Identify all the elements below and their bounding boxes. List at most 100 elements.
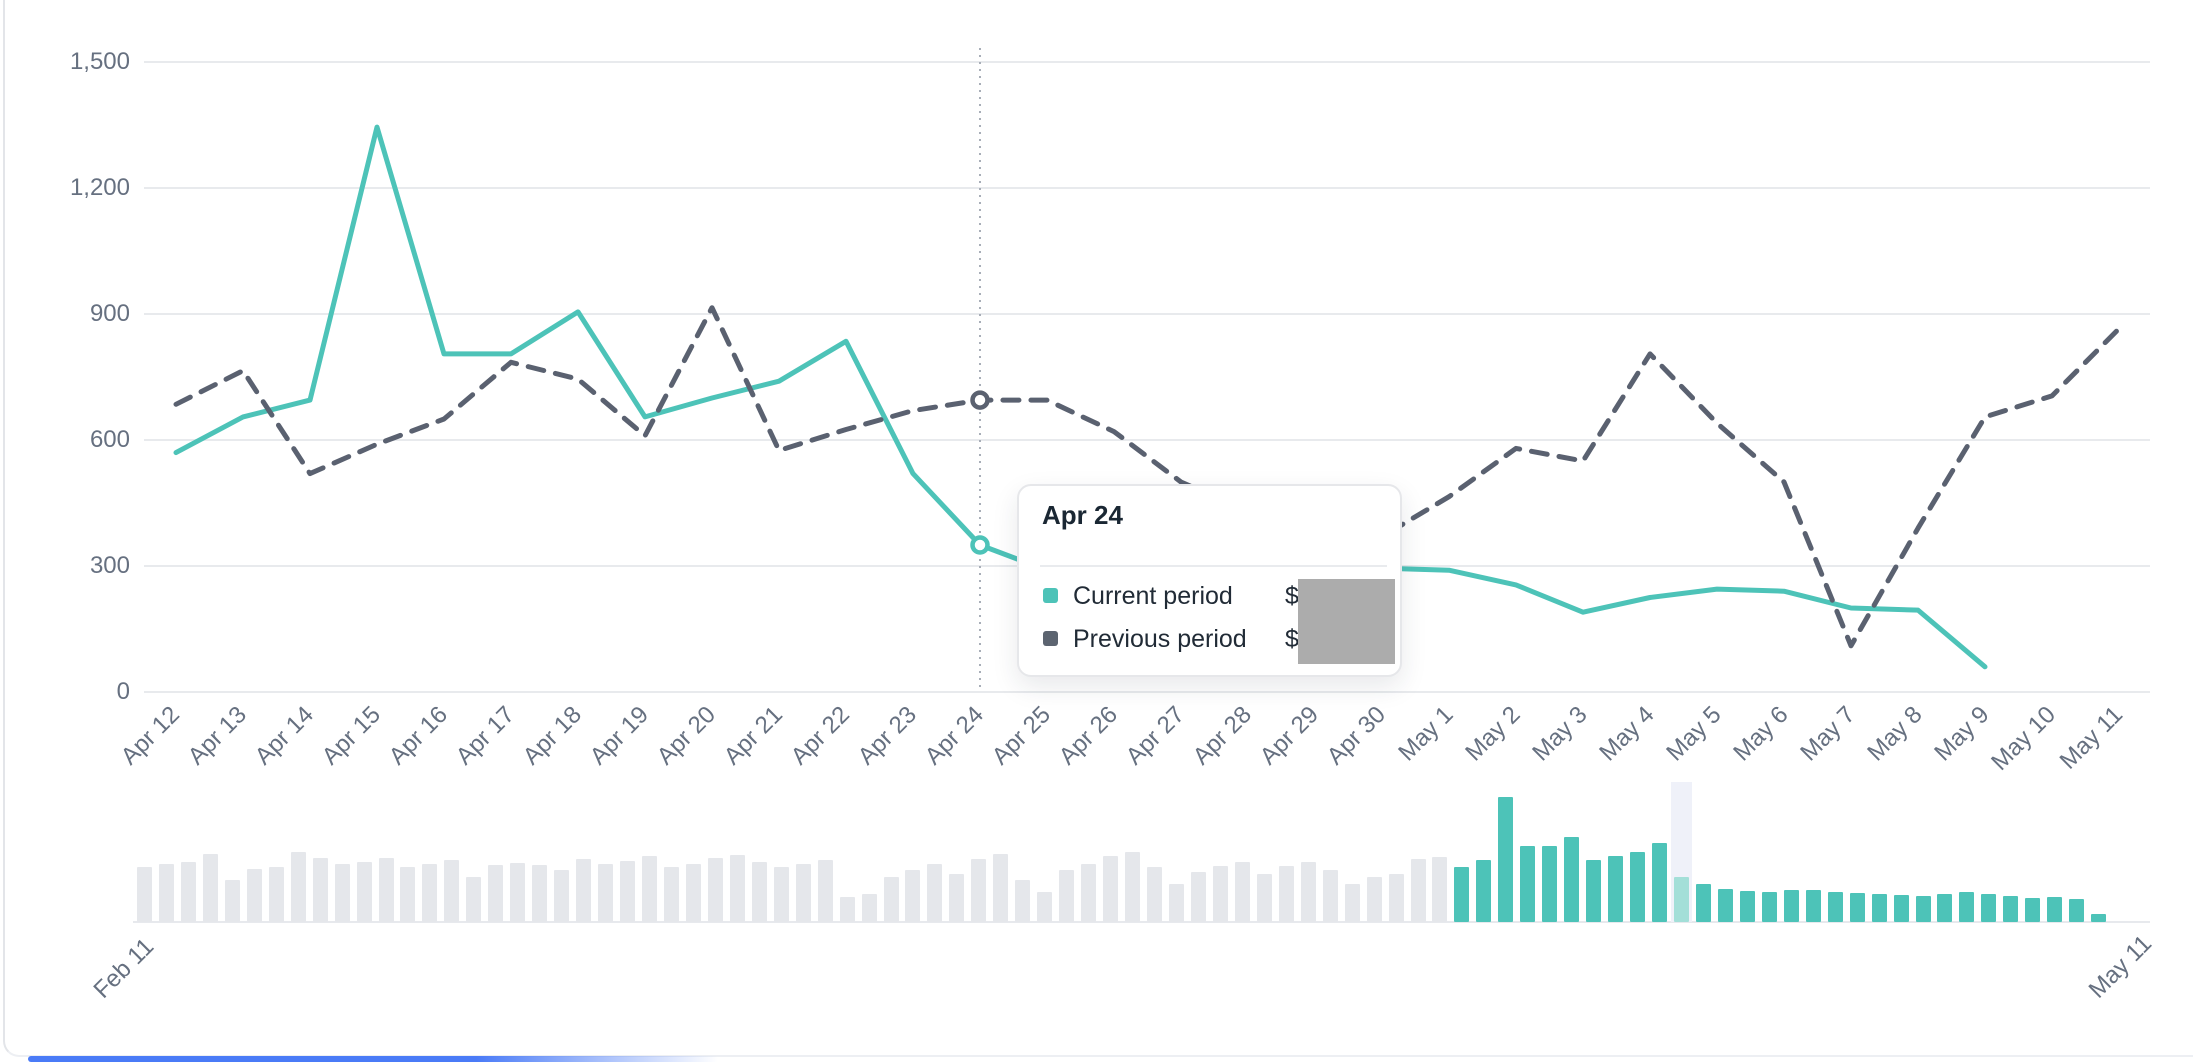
y-tick-label: 600 — [89, 426, 130, 453]
brush-bar[interactable] — [642, 856, 657, 922]
brush-bar[interactable] — [334, 864, 350, 922]
current-period-currency: $ — [1285, 582, 1299, 610]
brush-bar[interactable] — [554, 870, 570, 922]
brush-bar[interactable] — [905, 870, 921, 922]
brush-bar[interactable] — [2069, 899, 2085, 922]
brush-bar[interactable] — [268, 867, 284, 922]
brush-bar[interactable] — [729, 855, 745, 922]
brush-bar[interactable] — [993, 854, 1009, 922]
brush-bar[interactable] — [576, 859, 592, 922]
brush-bar[interactable] — [510, 863, 526, 922]
brush-bar[interactable] — [1981, 894, 1997, 922]
brush-bar[interactable] — [1322, 870, 1338, 922]
brush-bar[interactable] — [751, 862, 767, 922]
brush-bar[interactable] — [2047, 897, 2063, 922]
brush-bar[interactable] — [532, 865, 548, 922]
brush-bar[interactable] — [1586, 860, 1602, 922]
brush-bar[interactable] — [2091, 914, 2107, 922]
tooltip-date: Apr 24 — [1042, 500, 1123, 530]
brush-bar[interactable] — [773, 867, 789, 922]
brush-bar[interactable] — [1125, 852, 1141, 922]
brush-bar[interactable] — [1673, 877, 1689, 922]
brush-bar[interactable] — [224, 880, 240, 922]
brush-bar[interactable] — [1410, 859, 1426, 922]
brush-bar[interactable] — [1015, 880, 1031, 922]
y-tick-label: 1,200 — [69, 174, 130, 201]
brush-bar[interactable] — [466, 877, 482, 922]
brush-bar[interactable] — [158, 864, 174, 922]
brush-bar[interactable] — [1498, 797, 1514, 922]
brush-bar[interactable] — [1805, 890, 1821, 922]
brush-bar[interactable] — [1432, 857, 1448, 922]
brush-bar[interactable] — [839, 897, 855, 922]
previous-period-label: Previous period — [1073, 625, 1247, 653]
brush-bar[interactable] — [861, 894, 877, 922]
brush-bar[interactable] — [1190, 872, 1206, 922]
brush-bar[interactable] — [949, 874, 965, 922]
brush-bar[interactable] — [312, 858, 328, 922]
brush-bar[interactable] — [1278, 866, 1294, 922]
brush-bar[interactable] — [202, 854, 218, 922]
brush-bar[interactable] — [663, 867, 679, 922]
brush-bar[interactable] — [1652, 843, 1668, 922]
brush-bar[interactable] — [1761, 892, 1777, 922]
brush-highlight-backdrop — [1670, 782, 1692, 922]
brush-bar[interactable] — [883, 877, 899, 922]
brush-bar[interactable] — [1103, 856, 1119, 922]
brush-bar[interactable] — [1168, 884, 1184, 922]
brush-bar[interactable] — [1937, 894, 1953, 922]
brush-bar[interactable] — [1871, 894, 1887, 922]
brush-bar[interactable] — [685, 864, 701, 922]
brush-bar[interactable] — [180, 862, 196, 922]
brush-bar[interactable] — [1081, 864, 1097, 922]
brush-bar[interactable] — [1564, 837, 1580, 922]
previous-period-currency: $ — [1285, 625, 1299, 653]
brush-bar[interactable] — [422, 864, 438, 922]
brush-bar[interactable] — [1739, 891, 1755, 922]
brush-bar[interactable] — [1037, 892, 1053, 922]
brush-bar[interactable] — [1300, 862, 1316, 922]
brush-bar[interactable] — [444, 860, 460, 922]
brush-bar[interactable] — [927, 864, 943, 922]
brush-bar[interactable] — [378, 858, 394, 922]
brush-bar[interactable] — [1059, 870, 1075, 922]
brush-bar[interactable] — [1849, 893, 1865, 922]
brush-bar[interactable] — [488, 865, 504, 922]
brush-bar[interactable] — [707, 858, 723, 922]
brush-bar[interactable] — [817, 860, 833, 922]
brush-bar[interactable] — [971, 859, 987, 922]
brush-bar[interactable] — [1476, 860, 1492, 922]
brush-bar[interactable] — [1520, 846, 1536, 922]
brush-bar[interactable] — [1630, 852, 1646, 922]
brush-bar[interactable] — [1454, 867, 1470, 922]
brush-bar[interactable] — [1388, 874, 1404, 922]
brush-bar[interactable] — [356, 862, 372, 922]
brush-bar[interactable] — [1212, 866, 1228, 922]
brush-bar[interactable] — [1542, 846, 1558, 922]
brush-bar[interactable] — [1234, 862, 1250, 922]
y-tick-label: 1,500 — [69, 48, 130, 75]
brush-bar[interactable] — [1608, 856, 1624, 922]
brush-bar[interactable] — [1915, 896, 1931, 922]
brush-bar[interactable] — [2025, 898, 2041, 922]
brush-bar[interactable] — [137, 867, 152, 922]
previous-period-swatch — [1043, 631, 1058, 646]
brush-bar[interactable] — [1717, 889, 1733, 922]
brush-bar[interactable] — [1827, 892, 1843, 922]
tooltip-divider — [1040, 565, 1387, 567]
brush-bar[interactable] — [1893, 895, 1909, 922]
brush-bar[interactable] — [246, 869, 262, 922]
brush-bar[interactable] — [290, 852, 306, 922]
brush-bar[interactable] — [1256, 874, 1272, 922]
brush-bar[interactable] — [1147, 867, 1163, 922]
brush-bar[interactable] — [1695, 884, 1711, 922]
brush-bar[interactable] — [400, 867, 416, 922]
brush-bar[interactable] — [2003, 896, 2019, 922]
brush-bar[interactable] — [795, 864, 811, 922]
brush-bar[interactable] — [1783, 890, 1799, 922]
brush-bar[interactable] — [620, 861, 636, 922]
brush-bar[interactable] — [598, 864, 614, 922]
brush-bar[interactable] — [1344, 884, 1360, 922]
brush-bar[interactable] — [1959, 892, 1975, 922]
brush-bar[interactable] — [1366, 877, 1382, 922]
